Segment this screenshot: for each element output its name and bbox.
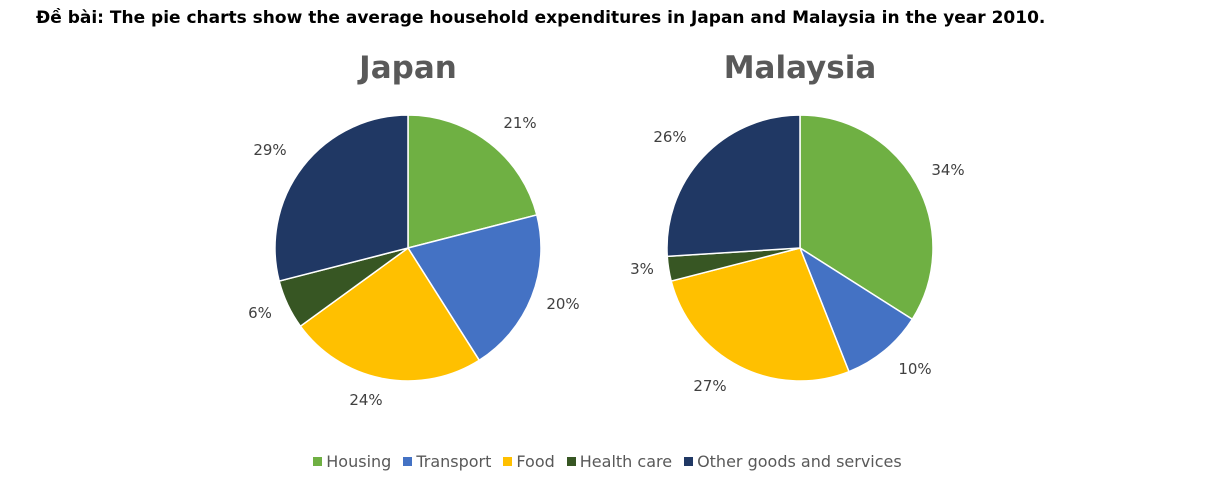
legend-swatch-other-goods-and-services [684,457,694,466]
pie-charts: Japan 21% 20% 24% 6% 29% Malaysia 34% 10% 27% 3% 26… [248,50,965,409]
slice-japan-food [299,246,481,382]
chart-title-malaysia: Malaysia [724,50,877,86]
slice-malaysia-transport [798,246,914,373]
legend-item-other-goods-and-services: Other goods and services [684,452,902,471]
legend-item-housing: Housing [313,452,391,471]
slice-label-japan-housing: 21% [503,114,536,132]
legend-label-health-care: Health care [579,452,673,471]
slice-label-japan-other-goods-and-services: 29% [253,141,286,159]
legend-label-housing: Housing [326,452,392,471]
legend-swatch-health-care [566,457,576,466]
legend-label-other-goods-and-services: Other goods and services [697,452,902,471]
chart-title-japan: Japan [357,50,457,86]
slice-label-malaysia-housing: 34% [931,161,964,179]
slice-label-malaysia-health-care: 3% [630,260,654,278]
slice-malaysia-other-goods-and-services [666,114,801,258]
page-heading: Đề bài: The pie charts show the average … [36,8,1046,28]
slice-malaysia-housing [799,114,934,321]
legend-label-transport: Transport [416,452,492,471]
slice-label-japan-food: 24% [349,391,382,409]
legend-label-food: Food [516,452,555,471]
chart-legend: Housing Transport Food Health care Other goo… [0,452,1215,471]
legend-swatch-housing [313,457,323,466]
legend-swatch-food [503,457,513,466]
slice-label-malaysia-food: 27% [693,377,726,395]
legend-item-health-care: Health care [566,452,673,471]
slice-malaysia-food [670,247,850,382]
slice-japan-housing [407,114,538,249]
slice-japan-other-goods-and-services [274,114,409,282]
slice-label-japan-health-care: 6% [248,304,272,322]
legend-item-transport: Transport [403,452,491,471]
pie-japan: Japan 21% 20% 24% 6% 29% [248,50,580,409]
legend-item-food: Food [503,452,555,471]
pie-malaysia: Malaysia 34% 10% 27% 3% 26% [630,50,965,395]
slice-label-japan-transport: 20% [546,295,579,313]
slice-label-malaysia-transport: 10% [898,360,931,378]
slice-japan-transport [406,214,542,362]
legend-swatch-transport [403,457,413,466]
slice-label-malaysia-other-goods-and-services: 26% [653,128,686,146]
